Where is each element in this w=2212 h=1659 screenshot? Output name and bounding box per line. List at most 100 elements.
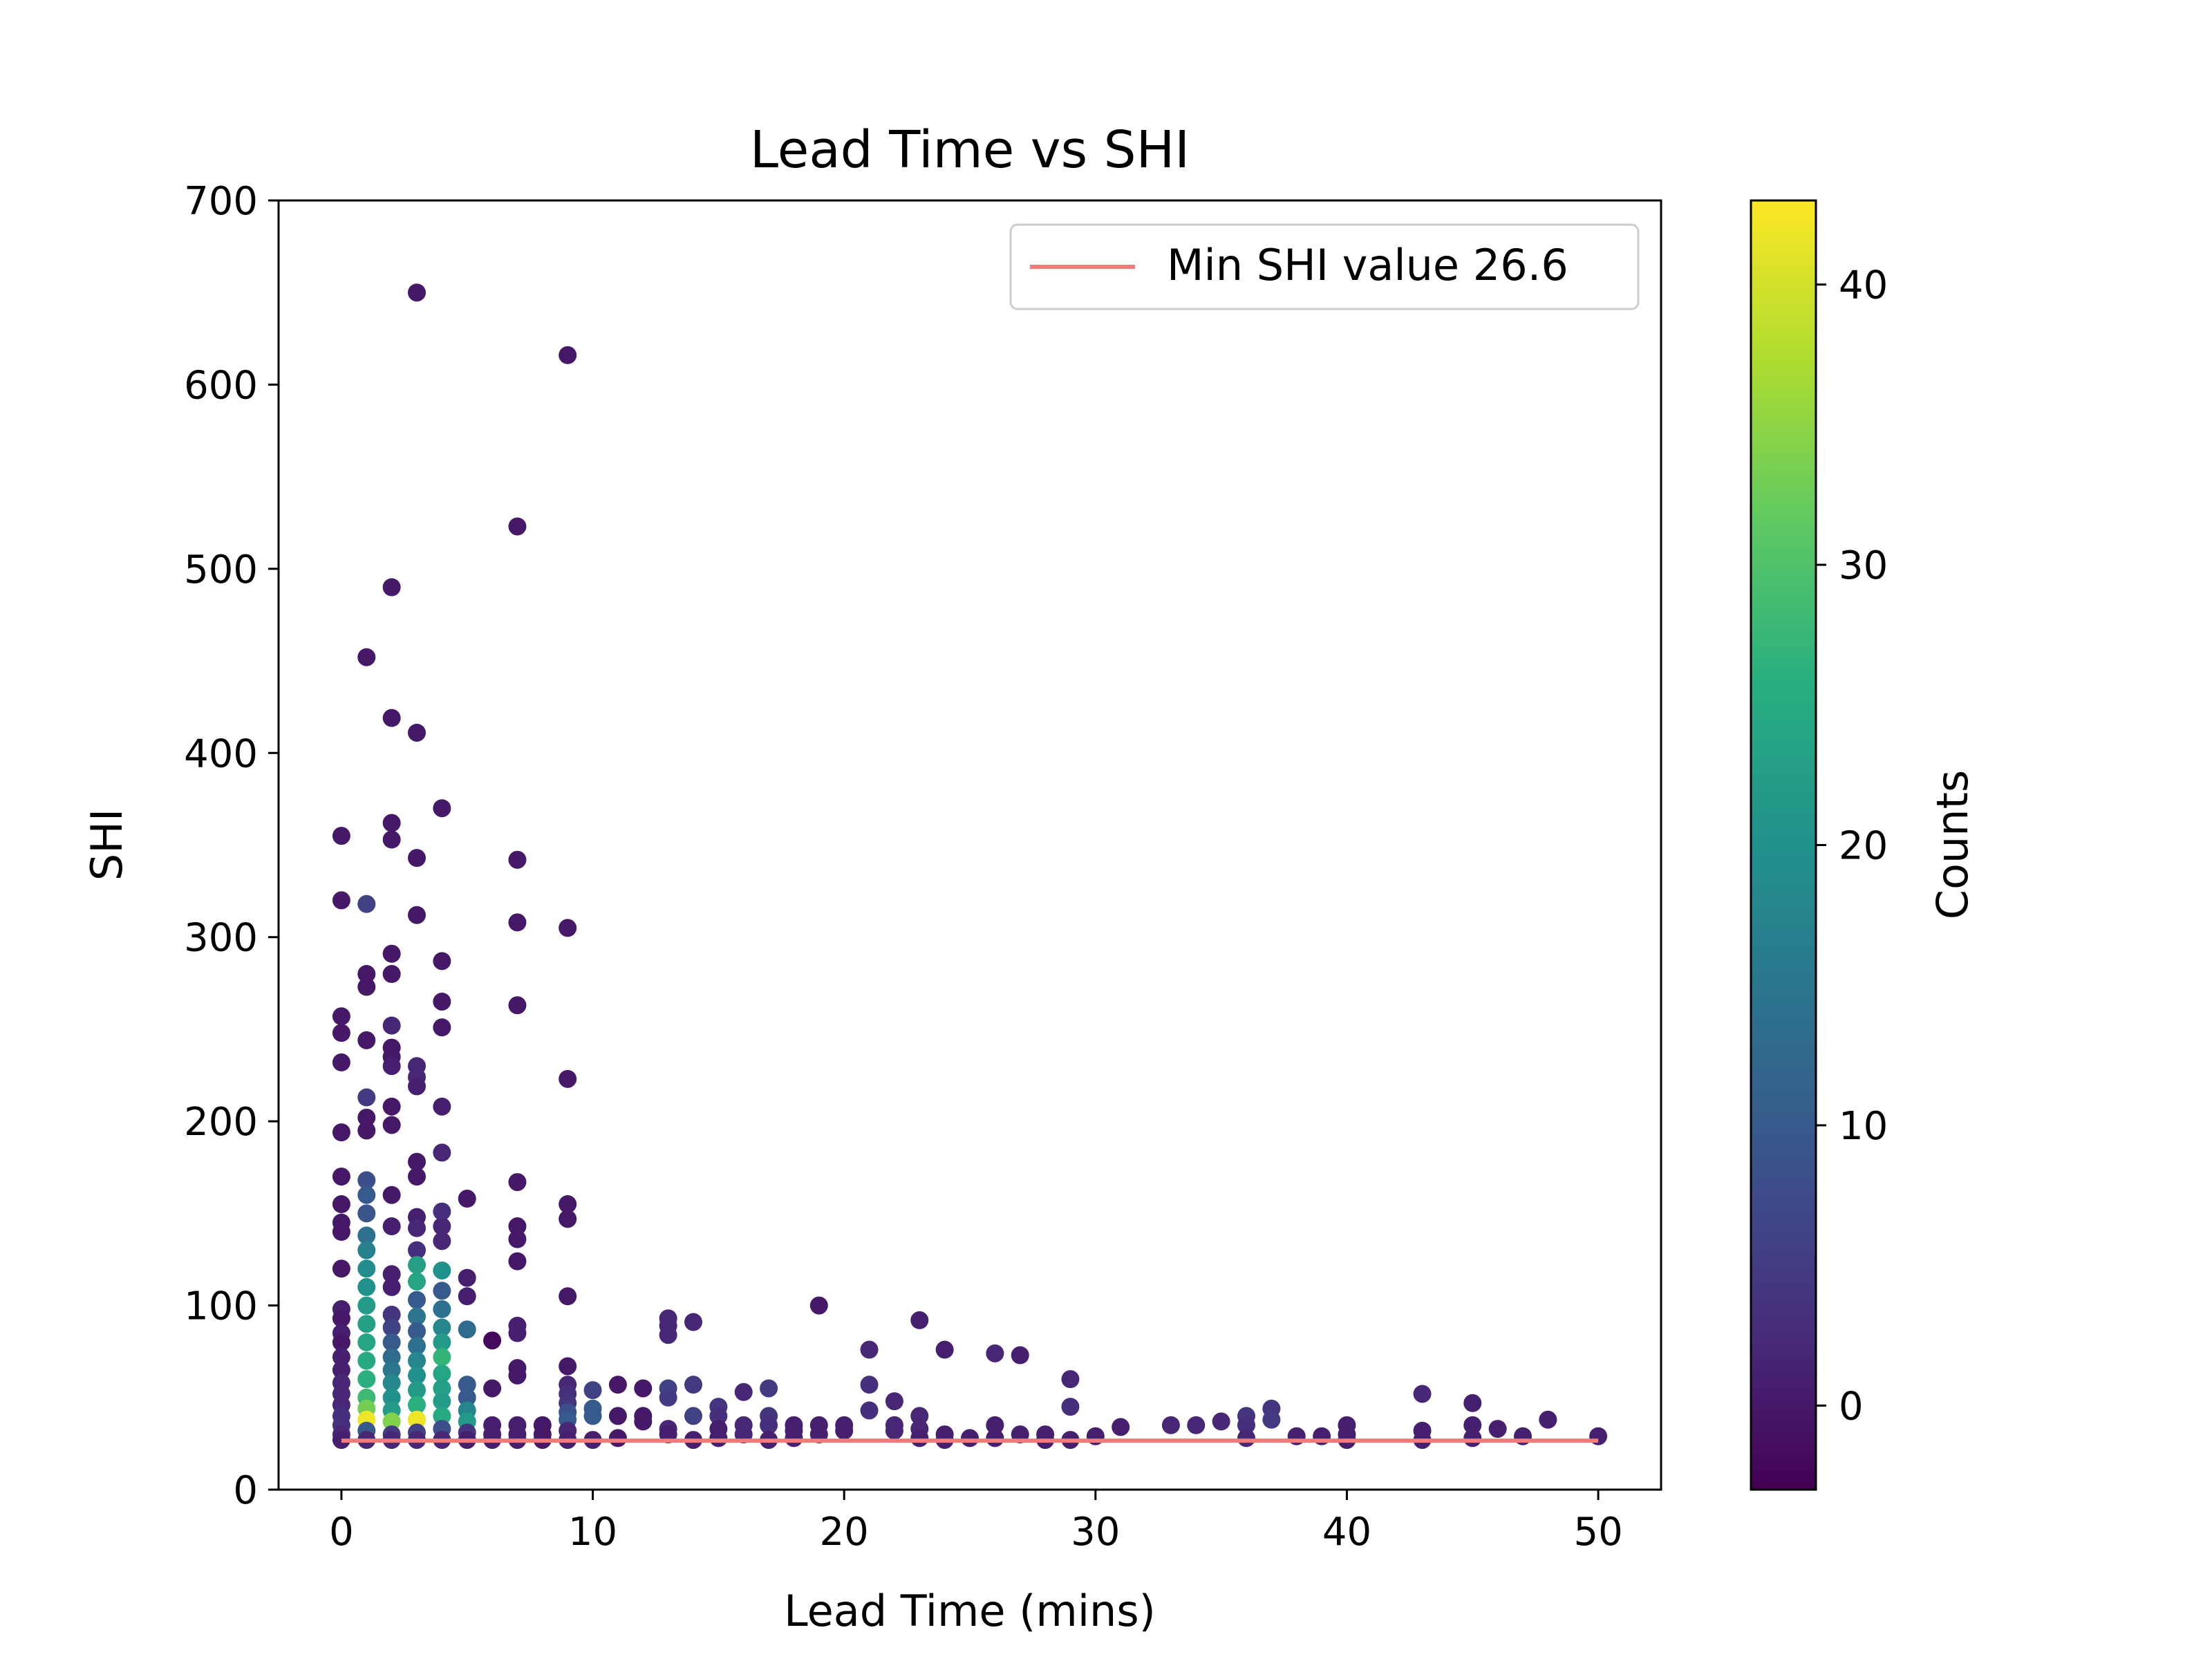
data-point: [332, 891, 350, 910]
colorbar-label: Counts: [1927, 770, 1978, 919]
data-point: [508, 1252, 527, 1271]
data-point: [433, 1097, 451, 1116]
x-tick-label: 50: [1573, 1510, 1622, 1555]
data-point: [1262, 1410, 1281, 1429]
data-point: [785, 1429, 803, 1447]
data-point: [1161, 1416, 1180, 1434]
y-tick-label: 700: [184, 179, 258, 224]
data-point: [961, 1429, 979, 1447]
data-point: [382, 1412, 401, 1431]
data-point: [608, 1407, 627, 1425]
data-point: [433, 1018, 451, 1037]
data-point: [332, 1309, 350, 1328]
data-point: [357, 1259, 376, 1278]
data-point: [860, 1401, 879, 1420]
data-point: [634, 1412, 653, 1431]
data-point: [357, 894, 376, 913]
colorbar-tick-label: 0: [1839, 1384, 1864, 1429]
data-point: [433, 1365, 451, 1383]
data-point: [508, 1366, 527, 1385]
y-tick-label: 300: [184, 916, 258, 961]
colorbar-gradient: [1750, 199, 1817, 1491]
data-point: [935, 1340, 954, 1359]
data-point: [433, 1202, 451, 1221]
data-point: [684, 1407, 702, 1425]
data-point: [357, 1031, 376, 1049]
colorbar-tick-label: 40: [1839, 263, 1888, 308]
data-point: [885, 1421, 903, 1440]
data-point: [408, 1272, 426, 1291]
data-point: [433, 992, 451, 1011]
data-point: [986, 1416, 1004, 1434]
data-point: [382, 1388, 401, 1407]
data-point: [433, 1348, 451, 1367]
data-point: [433, 1300, 451, 1318]
data-point: [408, 1291, 426, 1309]
data-point: [332, 1360, 350, 1379]
plot-frame: [277, 199, 1662, 1491]
data-point: [408, 283, 426, 302]
data-point: [608, 1376, 627, 1394]
data-point: [357, 977, 376, 996]
data-point: [408, 906, 426, 924]
data-point: [910, 1311, 929, 1329]
data-point: [1011, 1346, 1029, 1365]
data-point: [1463, 1416, 1482, 1434]
data-point: [1237, 1416, 1255, 1434]
data-point: [382, 1265, 401, 1284]
data-point: [332, 1333, 350, 1351]
data-point: [458, 1376, 476, 1394]
data-point: [357, 1185, 376, 1204]
x-tick-label: 40: [1322, 1510, 1371, 1555]
data-point: [508, 913, 527, 932]
data-point: [508, 1173, 527, 1192]
data-point: [382, 965, 401, 983]
data-point: [357, 1315, 376, 1333]
data-point: [559, 919, 577, 937]
data-point: [357, 1370, 376, 1389]
data-point: [709, 1407, 728, 1425]
data-point: [382, 578, 401, 597]
data-point: [709, 1429, 728, 1447]
data-point: [559, 346, 577, 364]
data-point: [357, 1351, 376, 1370]
data-point: [559, 1287, 577, 1306]
data-point: [559, 1195, 577, 1214]
data-point: [684, 1313, 702, 1331]
data-point: [357, 1241, 376, 1259]
data-point: [508, 850, 527, 869]
data-point: [608, 1429, 627, 1447]
data-point: [458, 1268, 476, 1287]
colorbar-tick-label: 20: [1839, 824, 1888, 869]
data-point: [332, 1223, 350, 1241]
data-point: [433, 1318, 451, 1337]
data-point: [1112, 1418, 1130, 1436]
legend-label: Min SHI value 26.6: [1167, 240, 1568, 290]
data-point: [332, 827, 350, 845]
data-point: [332, 1053, 350, 1071]
data-point: [559, 1069, 577, 1088]
data-point: [408, 1366, 426, 1385]
data-point: [559, 1210, 577, 1228]
data-point: [458, 1287, 476, 1306]
data-point: [382, 1057, 401, 1076]
data-point: [357, 1277, 376, 1296]
data-point: [860, 1376, 879, 1394]
data-point: [433, 1261, 451, 1280]
y-axis-label: SHI: [82, 809, 132, 881]
data-point: [408, 1255, 426, 1274]
data-point: [1463, 1429, 1482, 1447]
data-point: [357, 648, 376, 666]
chart-title: Lead Time vs SHI: [750, 120, 1190, 180]
data-point: [382, 1360, 401, 1379]
data-point: [408, 723, 426, 742]
data-point: [508, 1230, 527, 1248]
data-point: [583, 1407, 602, 1425]
data-point: [433, 1333, 451, 1351]
data-point: [433, 952, 451, 971]
data-point: [433, 1217, 451, 1236]
data-point: [382, 1318, 401, 1337]
data-point: [408, 1307, 426, 1326]
